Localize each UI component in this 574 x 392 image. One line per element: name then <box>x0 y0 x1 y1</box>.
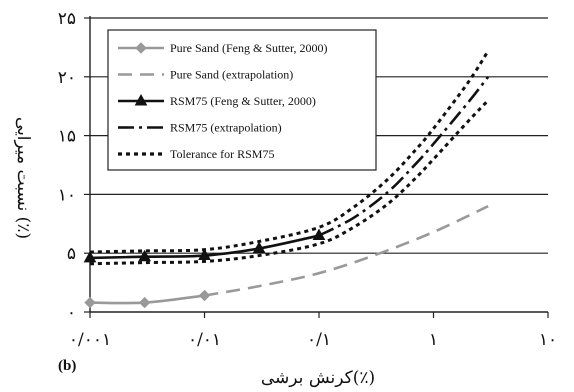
legend-label: RSM75 (extrapolation) <box>170 121 282 135</box>
diamond-marker <box>84 296 96 309</box>
series-line <box>318 76 490 237</box>
panel-label: (b) <box>58 358 76 374</box>
legend-label: Pure Sand (extrapolation) <box>170 68 293 82</box>
triangle-marker <box>252 241 266 253</box>
series-line <box>204 204 489 297</box>
x-tick-label: ۰/۰۱ <box>188 330 221 350</box>
x-tick-label: ۱ <box>429 330 438 350</box>
y-tick-label: ۵ <box>67 244 76 264</box>
diamond-marker <box>135 42 147 54</box>
triangle-marker <box>198 248 211 261</box>
legend-label: Pure Sand (Feng & Sutter, 2000) <box>170 41 328 55</box>
y-tick-label: ۰ <box>67 303 76 323</box>
y-tick-label: ۲۵ <box>58 9 76 29</box>
legend-label: Tolerance for RSM75 <box>170 147 274 161</box>
triangle-marker <box>83 250 97 263</box>
x-tick-label: ۰/۱ <box>307 330 331 350</box>
y-tick-labels: ۰ ۵ ۱۰ ۱۵ ۲۰ ۲۵ <box>58 9 76 323</box>
legend-label: RSM75 (Feng & Sutter, 2000) <box>170 94 316 108</box>
series-lines <box>83 50 490 309</box>
legend: Pure Sand (Feng & Sutter, 2000) Pure Sand… <box>107 29 377 171</box>
y-tick-label: ۲۰ <box>58 68 76 88</box>
diamond-marker <box>138 296 151 309</box>
x-tick-label: ۰/۰۰۱ <box>69 330 111 350</box>
y-axis-label: نسبت میرایی (٪) <box>13 117 33 239</box>
x-tick-label: ۱۰ <box>539 330 557 350</box>
y-tick-label: ۱۵ <box>58 127 76 147</box>
x-axis-label: کرنش برشی(٪) <box>261 368 375 388</box>
y-tick-label: ۱۰ <box>58 185 76 205</box>
triangle-marker <box>134 93 148 106</box>
triangle-marker <box>138 249 151 262</box>
x-tick-labels: ۰/۰۰۱ ۰/۰۱ ۰/۱ ۱ ۱۰ <box>69 330 557 350</box>
series-line <box>89 99 490 266</box>
series-line <box>89 50 490 254</box>
